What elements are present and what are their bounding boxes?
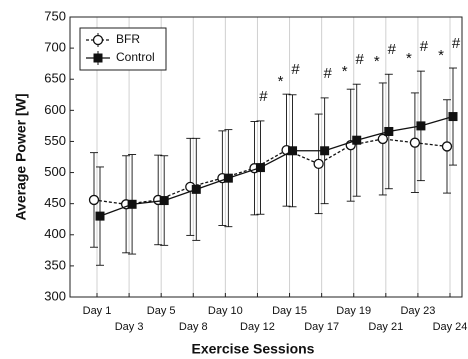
y-tick-label: 650 [44, 71, 66, 86]
legend-marker [93, 53, 103, 63]
y-tick-label: 450 [44, 195, 66, 210]
x-tick-label: Day 17 [304, 321, 339, 333]
x-tick-label: Day 10 [208, 305, 243, 317]
legend-box [79, 27, 167, 71]
x-tick-label: Day 15 [272, 305, 307, 317]
y-axis-title: Average Power [W] [13, 93, 29, 220]
marker [223, 173, 233, 183]
marker [313, 158, 324, 169]
x-tick-label: Day 24 [433, 321, 468, 333]
marker [352, 135, 362, 145]
x-tick-label: Day 3 [115, 321, 144, 333]
plot-frame [69, 16, 463, 298]
marker [191, 184, 201, 194]
y-tick-label: 300 [44, 288, 66, 303]
x-axis-title: Exercise Sessions [192, 341, 315, 357]
marker [95, 211, 105, 221]
marker [320, 146, 330, 156]
series-line [93, 138, 448, 205]
y-tick-label: 350 [44, 257, 66, 272]
x-tick-label: Day 23 [400, 305, 435, 317]
y-tick-label: 600 [44, 102, 66, 117]
y-tick-label: 700 [44, 40, 66, 55]
marker [416, 121, 426, 131]
annotation: # [356, 51, 365, 68]
x-tick-label: Day 5 [147, 305, 176, 317]
annotation: # [291, 61, 300, 78]
x-tick-label: Day 8 [179, 321, 208, 333]
marker [377, 133, 388, 145]
marker [127, 199, 137, 209]
series-line [99, 115, 454, 217]
x-tick-label: Day 12 [240, 321, 275, 333]
annotation: # [388, 41, 397, 58]
annotation: # [420, 38, 429, 55]
marker [159, 196, 169, 206]
legend-label: BFR [116, 32, 140, 46]
legend-marker [92, 34, 104, 46]
x-tick-label: Day 1 [83, 305, 112, 317]
marker [441, 141, 453, 152]
annotation: * [342, 63, 348, 80]
y-tick-label: 400 [44, 226, 66, 241]
annotation: # [259, 88, 268, 105]
marker [288, 146, 298, 156]
marker [88, 194, 100, 206]
marker [448, 112, 458, 122]
x-tick-label: Day 21 [368, 321, 403, 333]
legend-label: Control [116, 50, 155, 64]
annotation: * [406, 50, 412, 67]
y-tick-label: 500 [44, 164, 66, 179]
annotation: # [452, 35, 461, 52]
y-tick-label: 550 [44, 133, 66, 148]
annotation: * [438, 47, 444, 64]
marker [384, 126, 394, 136]
y-tick-label: 750 [44, 8, 66, 23]
marker [255, 163, 265, 173]
x-tick-label: Day 19 [336, 305, 371, 317]
marker [409, 137, 421, 148]
annotation: # [323, 65, 332, 82]
annotation: * [374, 53, 380, 70]
annotation: * [278, 73, 284, 90]
